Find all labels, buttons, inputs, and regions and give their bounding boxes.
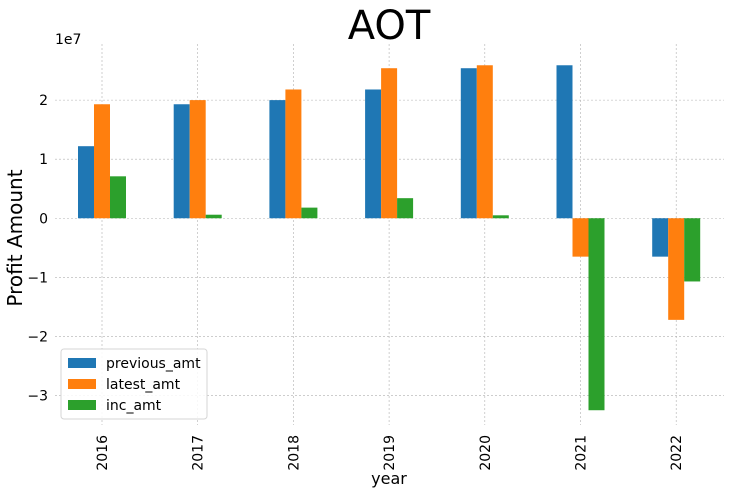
y-offset-label: 1e7 [55, 32, 81, 48]
bar-latest_amt [572, 218, 589, 257]
bar-latest_amt [476, 65, 493, 219]
chart-title: AOT [348, 3, 431, 49]
bar-previous_amt [173, 104, 190, 219]
legend-label: latest_amt [106, 377, 181, 393]
bar-latest_amt [285, 89, 302, 219]
y-tick-label: −1 [27, 270, 48, 286]
x-axis-label: year [371, 469, 407, 488]
legend-label: inc_amt [106, 398, 162, 414]
bar-inc_amt [301, 207, 318, 219]
bar-inc_amt [110, 176, 126, 219]
x-tick-label: 2016 [95, 435, 111, 471]
bar-previous_amt [652, 218, 669, 257]
y-axis-label: Profit Amount [3, 169, 27, 306]
bar-inc_amt [684, 218, 701, 282]
bar-latest_amt [381, 68, 398, 219]
bar-inc_amt [397, 198, 414, 219]
y-ticks: −3 −2 −1 0 1 2 [27, 93, 48, 404]
y-tick-label: −3 [27, 388, 48, 404]
y-tick-label: −2 [27, 329, 48, 345]
legend-label: previous_amt [106, 356, 201, 372]
bar-inc_amt [492, 215, 509, 219]
bar-previous_amt [78, 146, 94, 219]
legend-swatch [68, 400, 96, 410]
x-tick-label: 2019 [382, 435, 398, 471]
bar-previous_amt [556, 65, 573, 219]
legend-box [60, 348, 208, 420]
x-tick-label: 2017 [191, 435, 207, 471]
bar-previous_amt [269, 100, 286, 219]
x-tick-label: 2021 [574, 435, 590, 471]
x-tick-label: 2022 [669, 435, 685, 471]
bars [78, 65, 701, 411]
legend-swatch [68, 358, 96, 368]
y-tick-label: 1 [39, 152, 48, 168]
bar-previous_amt [365, 89, 382, 219]
y-tick-label: 2 [39, 93, 48, 109]
x-tick-label: 2018 [286, 435, 302, 471]
bar-inc_amt [588, 218, 605, 411]
bar-latest_amt [189, 100, 206, 219]
legend: previous_amt latest_amt inc_amt [60, 348, 208, 420]
bar-previous_amt [460, 68, 477, 219]
bar-latest_amt [668, 218, 685, 320]
bar-inc_amt [205, 214, 222, 219]
y-tick-label: 0 [39, 211, 48, 227]
x-tick-label: 2020 [478, 435, 494, 471]
x-ticks: 2016 2017 2018 2019 2020 2021 2022 [95, 435, 685, 471]
legend-swatch [68, 379, 96, 389]
bar-latest_amt [94, 104, 110, 219]
